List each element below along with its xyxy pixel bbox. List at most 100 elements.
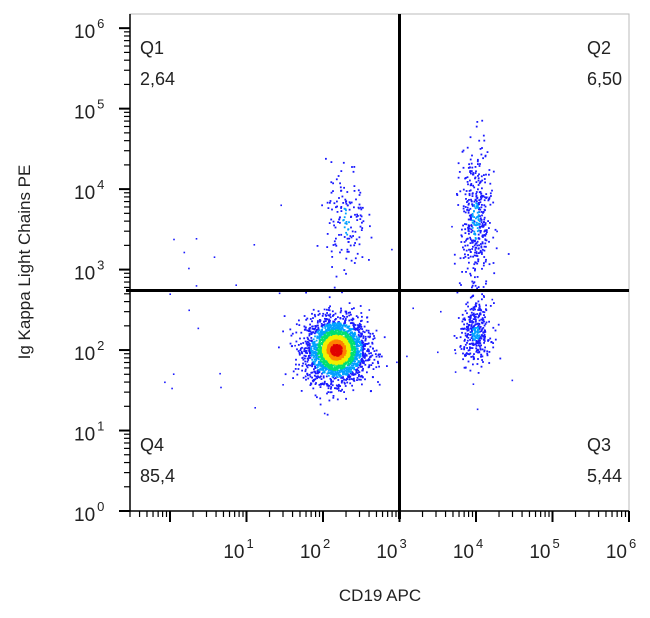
event-dot (292, 370, 295, 373)
event-dot (340, 381, 343, 384)
event-dot (471, 225, 473, 228)
event-dot (470, 325, 473, 328)
event-dot (321, 336, 324, 338)
event-dot (328, 320, 330, 323)
event-dot (306, 344, 309, 347)
event-dot (368, 336, 371, 339)
event-dot (359, 365, 362, 368)
plot-frame (129, 13, 630, 512)
event-dot (306, 357, 309, 360)
event-dot (337, 324, 339, 327)
event-dot (358, 207, 360, 210)
event-dot (326, 368, 329, 370)
event-dot (484, 196, 486, 199)
event-dot (324, 349, 327, 352)
event-dot (308, 373, 311, 376)
event-dot (473, 281, 476, 284)
event-dot (349, 382, 352, 385)
event-dot (471, 284, 474, 287)
event-dot (301, 346, 303, 349)
event-dot (361, 341, 363, 344)
event-dot (310, 345, 313, 348)
event-dot (348, 314, 351, 317)
event-dot (468, 349, 471, 351)
event-dot (351, 308, 353, 310)
event-dot (316, 357, 318, 360)
event-dot (483, 208, 486, 211)
event-dot (358, 338, 361, 341)
event-dot (324, 334, 327, 336)
event-dot (322, 332, 324, 335)
event-dot (322, 367, 325, 369)
event-dot (464, 244, 467, 247)
event-dot (339, 251, 341, 254)
event-dot (481, 224, 484, 227)
event-dot (464, 228, 467, 231)
event-dot (319, 343, 322, 346)
event-dot (352, 389, 355, 392)
event-dot (358, 236, 361, 239)
event-dot (483, 337, 486, 339)
event-dot (477, 229, 480, 232)
event-dot (283, 315, 286, 317)
event-dot (458, 282, 461, 285)
event-dot (301, 369, 303, 372)
event-dot (475, 195, 478, 198)
event-dot (355, 347, 358, 350)
event-dot (309, 351, 311, 354)
event-dot (486, 354, 489, 357)
event-dot (309, 384, 312, 386)
event-dot (341, 370, 343, 373)
event-dot (348, 359, 351, 361)
event-dot (359, 206, 362, 209)
event-dot (310, 350, 313, 353)
event-dot (318, 384, 321, 386)
event-dot (335, 323, 338, 326)
event-dot (467, 349, 470, 352)
event-dot (326, 372, 329, 375)
event-dot (347, 360, 350, 362)
event-dot (468, 199, 470, 201)
event-dot (469, 343, 471, 345)
event-dot (469, 296, 472, 299)
event-dot (370, 364, 373, 366)
event-dot (342, 318, 345, 320)
event-dot (319, 376, 321, 379)
event-dot (332, 396, 335, 399)
event-dot (371, 342, 374, 345)
event-dot (347, 250, 350, 253)
event-dot (301, 365, 304, 367)
event-dot (478, 339, 480, 341)
event-dot (348, 237, 351, 240)
event-dot (488, 169, 491, 171)
event-dot (339, 182, 341, 185)
event-dot (327, 207, 330, 209)
event-dot (340, 210, 343, 212)
event-dot (360, 326, 363, 328)
event-dot (479, 345, 481, 348)
event-dot (469, 158, 472, 161)
event-dot (484, 222, 487, 224)
event-dot (471, 329, 473, 332)
event-dot (468, 214, 471, 217)
event-dot (327, 391, 330, 393)
event-dot (474, 343, 477, 346)
event-dot (473, 204, 476, 206)
event-dot (303, 350, 306, 353)
event-dot (336, 388, 339, 390)
event-dot (356, 337, 358, 340)
event-dot (360, 339, 363, 342)
event-dot (341, 325, 344, 328)
event-dot (316, 347, 318, 350)
event-dot (173, 238, 175, 241)
event-dot (346, 333, 349, 336)
event-dot (474, 237, 477, 239)
event-dot (332, 325, 335, 328)
event-dot (314, 383, 317, 385)
event-dot (341, 388, 343, 391)
event-dot (298, 363, 300, 366)
event-dot (326, 312, 328, 314)
event-dot (470, 251, 472, 253)
event-dot (353, 262, 356, 264)
event-dot (309, 375, 312, 378)
